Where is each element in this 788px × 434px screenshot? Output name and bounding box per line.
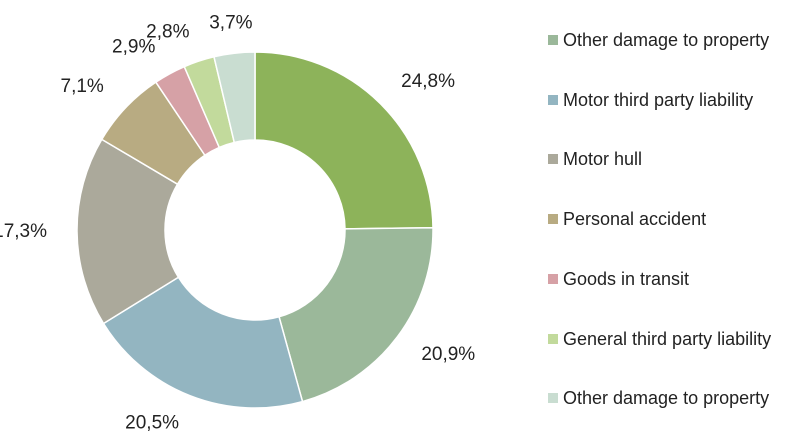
legend-item: Goods in transit [548, 266, 784, 292]
data-label: 20,5% [125, 413, 179, 434]
legend-label: Other damage to property [563, 388, 770, 409]
donut-segment [213, 51, 256, 144]
legend-item: Personal accident [548, 206, 784, 232]
donut-segment [278, 227, 434, 403]
donut-segment [102, 276, 304, 409]
legend-item: Motor hull [548, 146, 784, 172]
legend-label: General third party liability [563, 328, 772, 349]
legend-item: General third party liability [548, 326, 784, 352]
legend-item: Motor third party liability [548, 87, 784, 113]
data-label: 2,9% [112, 36, 155, 57]
legend-swatch [548, 35, 558, 45]
data-label: 24,8% [401, 71, 455, 92]
legend-item: Other damage to property [548, 385, 784, 411]
data-label: 3,7% [209, 12, 252, 33]
legend-swatch [548, 273, 558, 284]
legend-swatch [548, 214, 558, 225]
legend-label: Other damage to property [563, 30, 770, 50]
donut-segment [76, 138, 180, 325]
data-label: 7,1% [61, 76, 104, 97]
legend-swatch [548, 94, 558, 105]
legend-label: Goods in transit [563, 268, 690, 289]
legend-swatch [548, 393, 558, 404]
data-label: 2,8% [146, 22, 189, 43]
legend-label: Personal accident [563, 209, 707, 230]
legend-swatch [548, 333, 558, 344]
data-label: 17,3% [0, 221, 47, 242]
data-label: 20,9% [421, 344, 475, 365]
legend-swatch [548, 154, 558, 165]
legend-label: Motor third party liability [563, 89, 754, 110]
donut-segment [254, 51, 434, 230]
legend-label: Motor hull [563, 149, 643, 170]
legend-item: Other damage to property [548, 27, 784, 53]
